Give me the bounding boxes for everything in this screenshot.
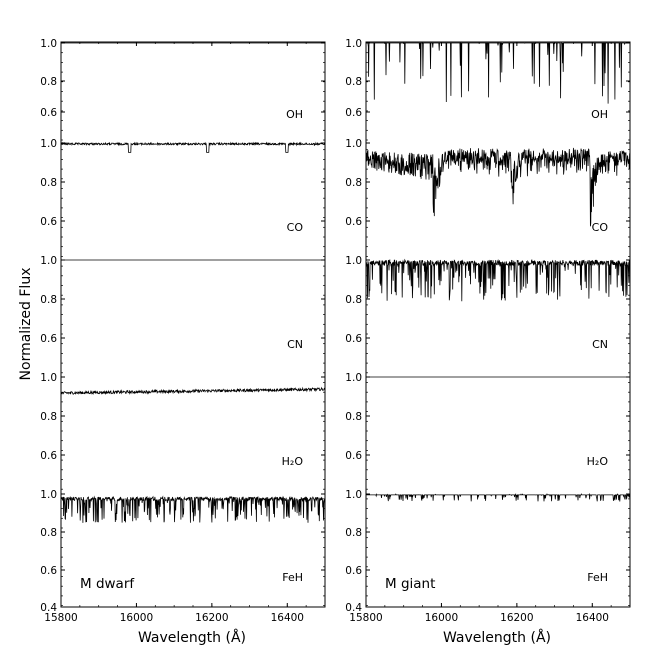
x-tick-label: 16000: [120, 612, 153, 624]
m-dwarf-panel: 1.0 0.8 0.6 1.0 0.8 0.6 1.0 0.8 0.6 1.0 0.8 0.6 1.0 0…: [40, 38, 326, 624]
y-tick-label: 0.8: [40, 294, 57, 306]
spectrum-h2o-line: [60, 386, 326, 396]
molecule-label: CN: [287, 338, 303, 351]
molecule-label: H₂O: [282, 455, 304, 468]
y-tick-label: 1.0: [345, 372, 362, 384]
x-tick-label: 16200: [195, 612, 228, 624]
x-tick-label: 15800: [44, 612, 77, 624]
spectrum-oh-line: [366, 42, 630, 104]
x-axis-title-left: Wavelength (Å): [138, 629, 246, 646]
molecule-label: FeH: [282, 571, 303, 584]
x-tick-label: 16000: [425, 612, 458, 624]
spectrum-co-line: [60, 141, 326, 153]
y-tick-label: 0.4: [40, 602, 57, 614]
molecule-label: OH: [591, 108, 608, 121]
y-axis-title: Normalized Flux: [18, 268, 34, 381]
y-tick-label: 0.6: [345, 565, 362, 577]
plot-frame: [365, 41, 631, 608]
m-giant-panel: 1.0 0.8 0.6 1.0 0.8 0.6 1.0 0.8 0.6 1.0 0.8 0.6 1.0 0…: [345, 38, 631, 624]
y-tick-label: 0.8: [40, 76, 57, 88]
y-tick-label: 0.8: [40, 527, 57, 539]
spectrum-feh-line: [60, 495, 326, 523]
y-tick-label: 0.8: [40, 177, 57, 189]
plot-frame: [60, 41, 326, 608]
panel-label: M dwarf: [80, 576, 135, 592]
molecule-label: H₂O: [587, 455, 609, 468]
y-tick-label: 1.0: [40, 372, 57, 384]
panel-label: M giant: [385, 576, 435, 592]
y-tick-label: 0.8: [40, 411, 57, 423]
x-axis-title-right: Wavelength (Å): [443, 629, 551, 646]
y-tick-label: 1.0: [345, 138, 362, 150]
y-tick-label: 1.0: [345, 255, 362, 267]
x-tick-label: 16200: [500, 612, 533, 624]
y-tick-label: 0.8: [345, 294, 362, 306]
spectrum-co-line: [365, 147, 631, 227]
molecule-label: CN: [592, 338, 608, 351]
y-tick-label: 0.6: [40, 216, 57, 228]
y-tick-label: 0.6: [345, 333, 362, 345]
x-tick-label: 15800: [349, 612, 382, 624]
molecule-label: CO: [592, 221, 609, 234]
y-tick-label: 0.8: [345, 527, 362, 539]
y-tick-label: 0.4: [345, 602, 362, 614]
y-tick-label: 0.8: [345, 76, 362, 88]
y-tick-label: 0.6: [40, 333, 57, 345]
y-tick-label: 1.0: [40, 489, 57, 501]
y-tick-label: 0.6: [345, 107, 362, 119]
y-tick-label: 0.8: [345, 177, 362, 189]
y-tick-label: 1.0: [345, 38, 362, 50]
x-tick-label: 16400: [576, 612, 609, 624]
spectrum-feh-line: [366, 492, 630, 502]
molecule-label: CO: [287, 221, 304, 234]
x-tick-label: 16400: [271, 612, 304, 624]
spectrum-cn-line: [365, 258, 631, 302]
y-tick-label: 1.0: [40, 38, 57, 50]
y-tick-label: 1.0: [40, 255, 57, 267]
y-tick-label: 0.8: [345, 411, 362, 423]
y-tick-label: 0.6: [345, 450, 362, 462]
molecule-label: FeH: [587, 571, 608, 584]
y-tick-label: 1.0: [345, 489, 362, 501]
y-tick-label: 1.0: [40, 138, 57, 150]
y-tick-label: 0.6: [40, 565, 57, 577]
y-tick-label: 0.6: [40, 450, 57, 462]
y-tick-label: 0.6: [40, 107, 57, 119]
y-tick-label: 0.6: [345, 216, 362, 228]
molecule-label: OH: [286, 108, 303, 121]
